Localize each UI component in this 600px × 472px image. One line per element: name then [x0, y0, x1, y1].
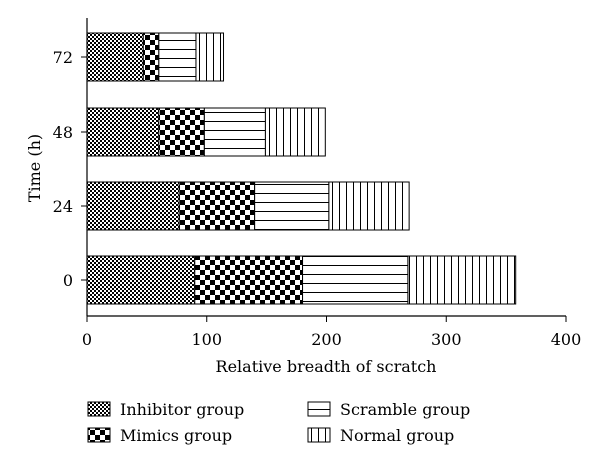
bar-inhibitor-group-t24 [86, 181, 180, 231]
x-tick-label: 0 [82, 330, 92, 349]
bar-normal-group-t48 [264, 107, 326, 157]
bar-mimics-group-t24 [178, 181, 256, 231]
legend-swatch-normal-group [307, 427, 331, 443]
bar-normal-group-t0 [407, 255, 517, 305]
legend-swatch-mimics-group [87, 427, 111, 443]
y-tick-label: 48 [53, 123, 73, 142]
bar-inhibitor-group-t0 [86, 255, 196, 305]
x-tick-label: 200 [311, 330, 342, 349]
bar-inhibitor-group-t48 [86, 107, 160, 157]
x-tick-label: 300 [431, 330, 462, 349]
x-tick-label: 400 [551, 330, 582, 349]
legend-swatch-inhibitor-group [87, 401, 111, 417]
bars-layer [86, 32, 517, 305]
x-tick-label: 100 [191, 330, 222, 349]
legend-swatch-scramble-group [307, 401, 331, 417]
y-tick-label: 72 [53, 48, 73, 67]
bar-inhibitor-group-t72 [86, 32, 144, 82]
legend-label-normal-group: Normal group [340, 426, 454, 445]
bar-mimics-group-t48 [158, 107, 205, 157]
y-axis-title: Time (h) [25, 134, 44, 202]
ticks-layer: 0 100 200 300 400 0 24 48 72 [53, 48, 582, 349]
legend-label-scramble-group: Scramble group [340, 400, 470, 419]
bar-mimics-group-t72 [142, 32, 160, 82]
bar-normal-group-t24 [328, 181, 410, 231]
legend: Inhibitor group Mimics group Scramble grou… [87, 400, 470, 445]
bar-mimics-group-t0 [194, 255, 304, 305]
y-tick-label: 24 [53, 197, 73, 216]
bar-normal-group-t72 [195, 32, 225, 82]
legend-label-mimics-group: Mimics group [120, 426, 232, 445]
bar-scramble-group-t72 [158, 32, 197, 82]
legend-label-inhibitor-group: Inhibitor group [120, 400, 244, 419]
bar-scramble-group-t48 [203, 107, 266, 157]
x-axis-title: Relative breadth of scratch [216, 357, 437, 376]
bar-scramble-group-t0 [302, 255, 409, 305]
bar-scramble-group-t24 [254, 181, 330, 231]
y-tick-label: 0 [63, 271, 73, 290]
